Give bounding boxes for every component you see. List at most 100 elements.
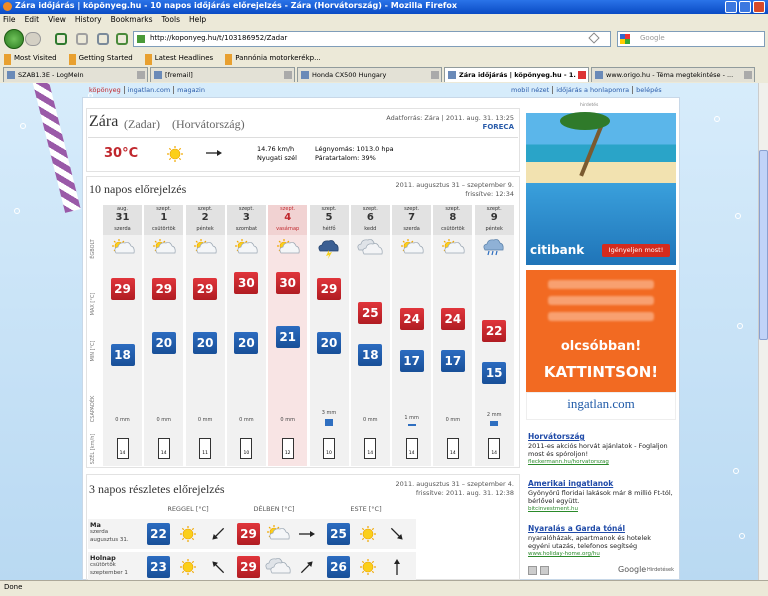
bookmark[interactable]: Pannónia motorkerékp... xyxy=(225,54,321,65)
site-nav-link[interactable]: ingatlan.com xyxy=(123,86,173,94)
row-date: augusztus 31. xyxy=(90,537,129,543)
sun-ray xyxy=(168,147,172,151)
row-day: Ma xyxy=(90,521,101,529)
ad-title[interactable]: Amerikai ingatlanok xyxy=(528,479,614,488)
sun-ray xyxy=(195,240,198,243)
ad-title[interactable]: Nyaralás a Garda tónál xyxy=(528,524,626,533)
sun-ray xyxy=(361,527,365,531)
window-button[interactable] xyxy=(739,1,751,13)
precip-label: 0 mm xyxy=(445,417,461,423)
weather-icon xyxy=(180,526,196,542)
back-button[interactable] xyxy=(4,29,24,49)
precip-label: 0 mm xyxy=(115,417,130,423)
sun-ray xyxy=(178,157,182,161)
ingatlan-line1: olcsóbban! xyxy=(560,339,642,354)
precip-label: 0 mm xyxy=(197,417,213,423)
weather-icon xyxy=(180,559,196,575)
min-temp: 17 xyxy=(440,350,465,372)
tab-close[interactable] xyxy=(744,71,752,79)
period-header: DÉLBEN [°C] xyxy=(253,505,295,513)
period-temp: 26 xyxy=(327,556,350,578)
divider xyxy=(88,137,518,138)
tab-close[interactable] xyxy=(578,71,586,79)
bookmark[interactable]: Most Visited xyxy=(4,54,57,65)
wind-arrow xyxy=(390,527,403,540)
menu-item[interactable]: Help xyxy=(188,15,207,24)
wind-arrow xyxy=(206,150,222,156)
citi-button[interactable]: Igényeljen most! xyxy=(602,244,670,257)
cloud xyxy=(196,242,217,254)
forward-button[interactable] xyxy=(25,32,41,46)
day-month: szept. xyxy=(486,206,502,212)
scrollbar-thumb[interactable] xyxy=(759,150,768,340)
citi-brand: citibank xyxy=(530,243,585,257)
section-title: 10 napos előrejelzés xyxy=(89,182,187,196)
nav-button[interactable] xyxy=(116,33,128,45)
ad-next[interactable] xyxy=(540,566,549,575)
menu-item[interactable]: View xyxy=(48,15,66,24)
site-nav-right: mobil nézet időjárás a honlapomra belépés xyxy=(508,86,665,94)
tab-close[interactable] xyxy=(284,71,292,79)
window-button[interactable] xyxy=(753,1,765,13)
day-number: 1 xyxy=(160,212,168,223)
window-button[interactable] xyxy=(725,1,737,13)
site-nav-link[interactable]: köpönyeg xyxy=(89,86,121,94)
sun-ray xyxy=(178,147,182,151)
nav-button[interactable] xyxy=(55,33,67,45)
menu-item[interactable]: Bookmarks xyxy=(110,15,153,24)
tab[interactable]: SZAB1.3E - LogMeIn xyxy=(3,67,148,82)
tab[interactable]: www.origo.hu - Téma megtekintése - ... xyxy=(591,67,755,82)
tab[interactable]: [fremail] xyxy=(150,67,295,82)
sun-ray xyxy=(277,526,280,529)
sun-ray xyxy=(443,240,446,243)
cloud xyxy=(403,242,424,254)
bookmark[interactable]: Getting Started xyxy=(68,54,133,65)
arrow-head xyxy=(310,531,315,537)
cloud xyxy=(114,242,135,254)
ad-title[interactable]: Horvátország xyxy=(528,432,585,441)
arrow-group xyxy=(390,527,403,540)
tab[interactable]: Zára időjárás | köpönyeg.hu - 1... xyxy=(444,67,589,82)
menu-item[interactable]: File xyxy=(3,15,16,24)
weather-icon xyxy=(276,239,300,254)
url-box[interactable] xyxy=(133,31,611,47)
tab[interactable]: Honda CX500 Hungary xyxy=(297,67,442,82)
nav-button[interactable] xyxy=(76,33,88,45)
nav-button[interactable] xyxy=(97,33,109,45)
arrow-group xyxy=(299,531,315,537)
max-temp: 25 xyxy=(358,302,383,324)
site-nav-link[interactable]: időjárás a honlapomra xyxy=(552,86,632,94)
bookmarks-bar: Most Visited Getting Started Latest Headli… xyxy=(4,54,321,65)
bookmark[interactable]: Latest Headlines xyxy=(144,54,214,65)
weather-icon xyxy=(357,239,383,255)
row-weekday: csütörtök xyxy=(90,562,116,568)
status-bar xyxy=(0,580,768,596)
sun-ray xyxy=(371,570,375,574)
menu-item[interactable]: Tools xyxy=(161,15,180,24)
sun xyxy=(182,528,194,540)
menu-item[interactable]: History xyxy=(74,15,102,24)
blur-text xyxy=(548,312,654,321)
current-temp: 30°C xyxy=(104,146,139,161)
menu-item[interactable]: Edit xyxy=(24,15,40,24)
arrow-head xyxy=(397,534,403,540)
site-nav-link[interactable]: magazin xyxy=(173,86,208,94)
ad-panel xyxy=(526,270,676,392)
day-weekday: szerda xyxy=(114,226,131,232)
tab-close[interactable] xyxy=(137,71,145,79)
search-box[interactable] xyxy=(617,31,765,47)
site-nav-link[interactable]: mobil nézet xyxy=(511,86,550,94)
site-nav-link[interactable]: belépés xyxy=(632,86,664,94)
day-month: szept. xyxy=(445,206,461,212)
day-month: szept. xyxy=(404,206,420,212)
min-temp: 15 xyxy=(482,362,507,384)
sun-ray xyxy=(371,560,375,564)
wind-box xyxy=(405,438,418,459)
weather-icon xyxy=(360,526,376,542)
tab-close[interactable] xyxy=(431,71,439,79)
sun-ray xyxy=(268,526,271,529)
wind-box xyxy=(199,438,212,459)
day-header xyxy=(268,205,308,235)
ad-prev[interactable] xyxy=(528,566,537,575)
